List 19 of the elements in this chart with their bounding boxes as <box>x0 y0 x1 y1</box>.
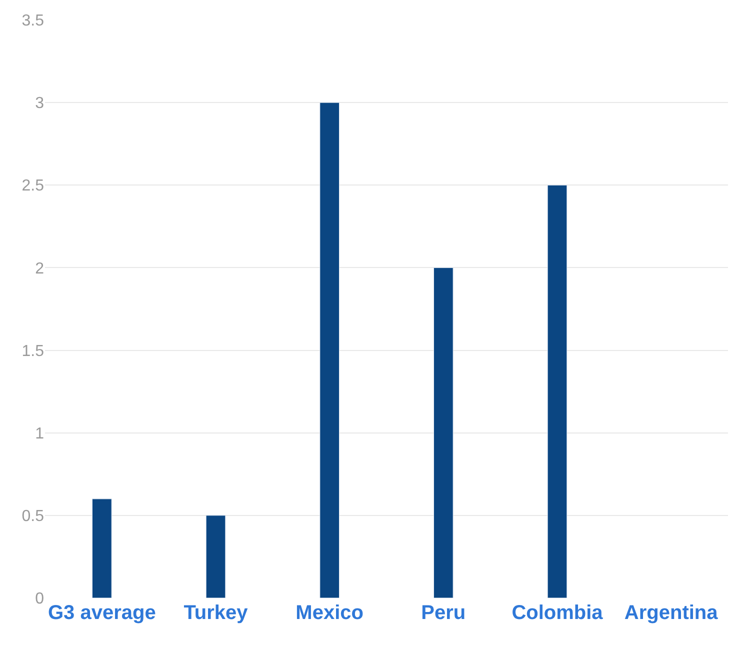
bar <box>433 267 454 598</box>
y-tick-label: 1 <box>35 425 44 442</box>
x-tick-label: Argentina <box>624 602 719 624</box>
x-tick-label: Peru <box>421 602 466 624</box>
bar <box>320 102 340 598</box>
y-tick-label: 2 <box>35 260 44 278</box>
y-tick-label: 1.5 <box>22 342 44 360</box>
x-tick-label: Mexico <box>296 602 364 624</box>
bar <box>206 515 226 598</box>
y-tick-label: 3 <box>35 95 44 112</box>
x-tick-label: G3 average <box>48 602 156 624</box>
x-tick-label: Turkey <box>184 602 249 624</box>
y-tick-label: 0.5 <box>22 508 44 526</box>
y-tick-label: 0 <box>35 590 44 608</box>
x-tick-label: Colombia <box>512 602 604 624</box>
y-tick-label: 3.5 <box>22 12 44 30</box>
y-tick-label: 2.5 <box>22 178 44 195</box>
bar <box>92 498 112 598</box>
bar <box>547 184 568 598</box>
